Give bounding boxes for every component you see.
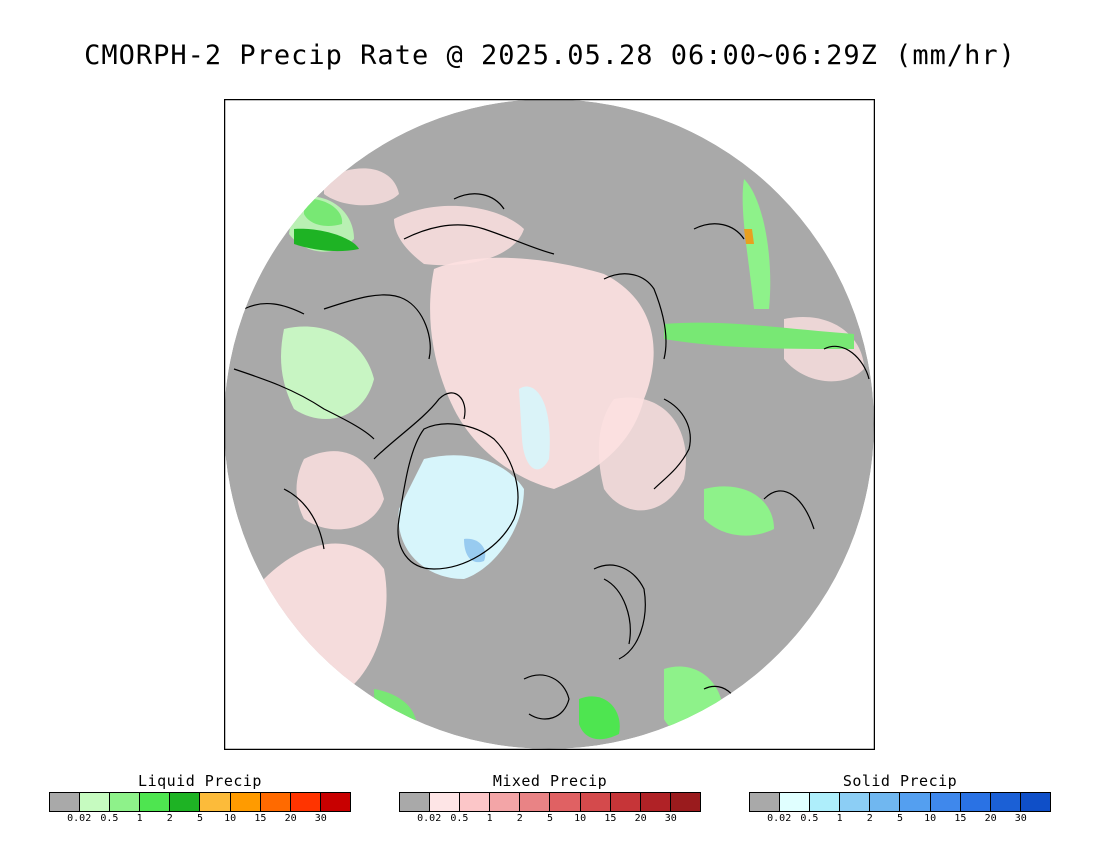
canada-liquid-heavy [294, 228, 359, 252]
legend-swatch [430, 793, 461, 811]
legend-swatch [900, 793, 931, 811]
greenland-solid-precip [398, 455, 524, 579]
precip-field [224, 99, 874, 749]
legend-tick-label: 0.02 [767, 813, 792, 824]
legend-swatch [960, 793, 991, 811]
legend-tick-label: 30 [314, 813, 327, 824]
north-atlantic-mixed [296, 451, 384, 530]
legend-swatch [140, 793, 171, 811]
legend-swatch [750, 793, 781, 811]
legend-tick-label: 2 [866, 813, 873, 824]
legend-swatch [990, 793, 1021, 811]
legend-tick-label: 5 [896, 813, 904, 824]
legend-tick-label: 2 [166, 813, 173, 824]
legend-ticks-liquid: 0.02 0.5 1 2 5 10 15 20 30 [49, 812, 351, 826]
legend-tick-label: 30 [1014, 813, 1027, 824]
legend-swatch [640, 793, 671, 811]
legend-tick-label: 15 [604, 813, 617, 824]
legend-swatch [1020, 793, 1050, 811]
arctic-mixed-precip [430, 257, 654, 489]
legend-tick-label: 15 [954, 813, 967, 824]
legend-swatch [80, 793, 111, 811]
legend-swatch [170, 793, 201, 811]
precip-map [223, 98, 876, 751]
legend-tick-label: 0.02 [67, 813, 92, 824]
mixed-precip-legend: Mixed Precip 0.02 0.5 1 2 5 10 15 20 30 [399, 772, 701, 826]
arctic-solid-strip [519, 386, 550, 470]
page-title: CMORPH-2 Precip Rate @ 2025.05.28 06:00~… [84, 40, 1016, 71]
legend-tick-label: 20 [634, 813, 647, 824]
solid-precip-legend: Solid Precip 0.02 0.5 1 2 5 10 15 20 30 [749, 772, 1051, 826]
legend-title-liquid: Liquid Precip [138, 772, 262, 790]
legend-tick-label: 15 [254, 813, 267, 824]
legend-bar-mixed [399, 792, 701, 812]
legend-tick-label: 2 [516, 813, 523, 824]
legend-swatch [260, 793, 291, 811]
legend-swatch [810, 793, 841, 811]
legend-swatch [550, 793, 581, 811]
greenland-solid-mid [464, 538, 486, 563]
legend-tick-label: 1 [136, 813, 143, 824]
legend-swatch [780, 793, 811, 811]
legend-tick-label: 20 [984, 813, 997, 824]
siberia-liquid-band [664, 322, 854, 349]
legend-tick-label: 5 [196, 813, 204, 824]
legend-ticks-mixed: 0.02 0.5 1 2 5 10 15 20 30 [399, 812, 701, 826]
russia-liquid [704, 486, 774, 536]
legend-swatch [490, 793, 521, 811]
legend-swatch [460, 793, 491, 811]
legend-tick-label: 0.5 [100, 813, 119, 824]
legend-swatch [580, 793, 611, 811]
legend-title-mixed: Mixed Precip [492, 772, 608, 790]
legend-tick-label: 1 [836, 813, 843, 824]
legend-bar-solid [749, 792, 1051, 812]
legend-swatch [290, 793, 321, 811]
top-mixed-precip [324, 168, 399, 206]
legend-tick-label: 20 [284, 813, 297, 824]
europe-liquid-heavy [579, 696, 620, 740]
heavy-rain-cell [744, 229, 754, 244]
legend-title-solid: Solid Precip [842, 772, 958, 790]
coastlines [233, 193, 870, 725]
legend-tick-label: 5 [546, 813, 554, 824]
legend-swatch [870, 793, 901, 811]
legend-tick-label: 30 [664, 813, 677, 824]
legend-swatch [400, 793, 431, 811]
canada-liquid-mid [304, 198, 343, 226]
legend-tick-label: 0.02 [417, 813, 442, 824]
legend-swatch [230, 793, 261, 811]
legend-tick-label: 10 [224, 813, 237, 824]
legend-swatch [840, 793, 871, 811]
legend-swatch [320, 793, 350, 811]
legend-swatch [110, 793, 141, 811]
legend-tick-label: 1 [486, 813, 493, 824]
legend-swatch [610, 793, 641, 811]
legend-ticks-solid: 0.02 0.5 1 2 5 10 15 20 30 [749, 812, 1051, 826]
legend-tick-label: 10 [574, 813, 587, 824]
polar-map-svg [223, 98, 876, 751]
liquid-precip-legend: Liquid Precip 0.02 0.5 1 2 5 10 15 20 30 [49, 772, 351, 826]
legend-swatch [200, 793, 231, 811]
legend-swatch [50, 793, 81, 811]
legend-swatch [930, 793, 961, 811]
legend-tick-label: 10 [924, 813, 937, 824]
legend-bar-liquid [49, 792, 351, 812]
siberia-mixed-precip [598, 397, 686, 511]
pacific-liquid-band [742, 179, 771, 309]
map-border [223, 98, 876, 751]
legend-tick-label: 0.5 [450, 813, 469, 824]
north-america-liquid [281, 326, 374, 419]
arctic-mixed-precip-2 [394, 205, 524, 266]
legend-tick-label: 0.5 [800, 813, 819, 824]
legend-swatch [670, 793, 700, 811]
legend-swatch [520, 793, 551, 811]
